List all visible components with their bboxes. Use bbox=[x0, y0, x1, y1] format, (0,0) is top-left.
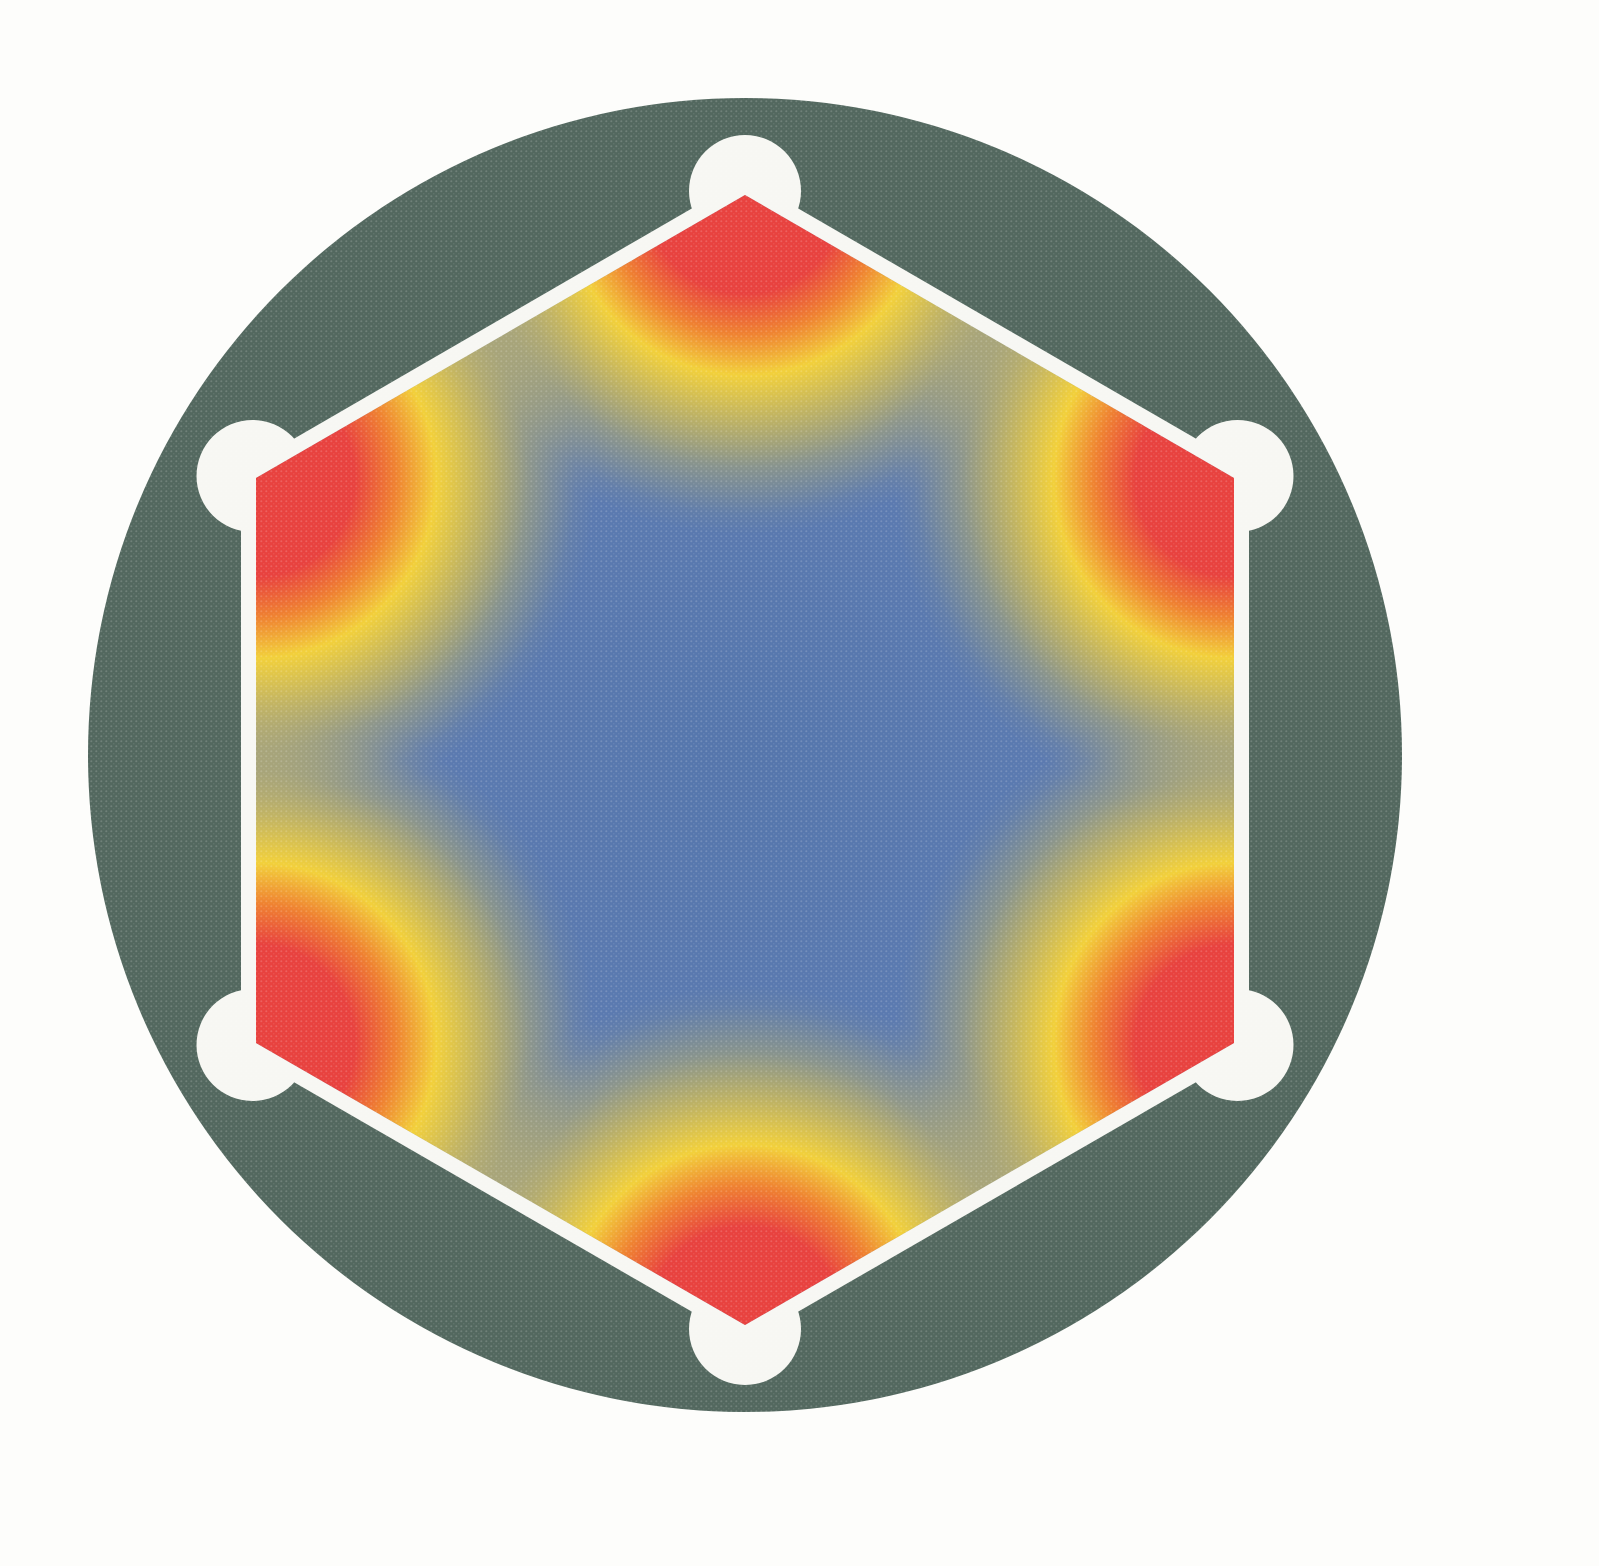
halftone-raster-overlay bbox=[88, 98, 1402, 1412]
